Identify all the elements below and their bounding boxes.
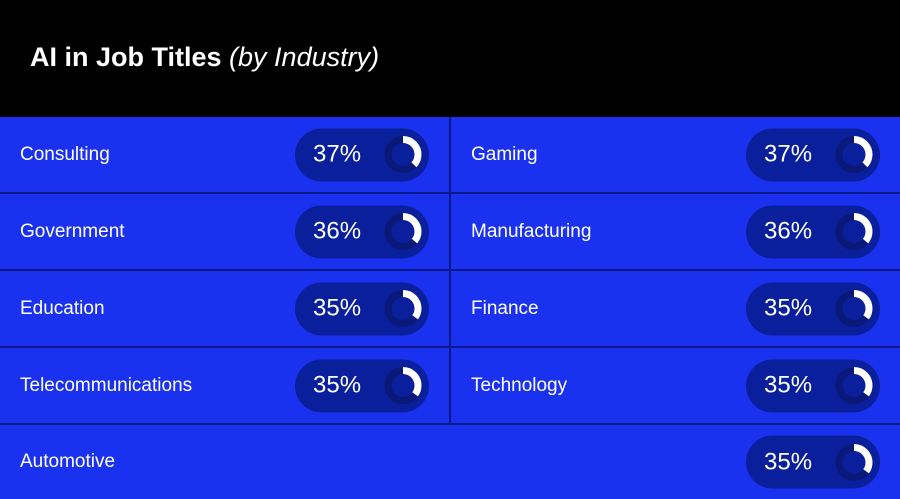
industry-cell: Technology 35% xyxy=(451,348,900,423)
donut-fill xyxy=(835,136,873,173)
percentage-pill: 37% xyxy=(295,128,429,181)
percentage-pill: 36% xyxy=(295,205,429,258)
donut-fill xyxy=(835,213,873,250)
percentage-donut-icon xyxy=(384,367,422,404)
industry-label: Automotive xyxy=(20,451,116,472)
industry-cell: Government 36% xyxy=(0,194,449,269)
donut-fill xyxy=(384,136,422,173)
header-bar: AI in Job Titles (by Industry) xyxy=(0,0,900,117)
percentage-pill: 35% xyxy=(295,359,429,412)
industry-cell: Automotive 35% xyxy=(0,425,900,499)
percentage-donut-icon xyxy=(835,213,873,250)
industry-label: Telecommunications xyxy=(20,374,193,396)
percentage-donut-icon xyxy=(384,136,422,173)
industry-label: Government xyxy=(20,220,125,242)
industry-cell: Telecommunications 35% xyxy=(0,348,449,423)
percentage-pill: 35% xyxy=(746,359,880,412)
donut-fill xyxy=(384,367,422,404)
percentage-donut-icon xyxy=(835,443,873,481)
industry-cell: Education 35% xyxy=(0,271,449,346)
donut-fill xyxy=(835,443,873,481)
donut-fill xyxy=(835,290,873,327)
industry-cell: Manufacturing 36% xyxy=(451,194,900,269)
industry-label: Education xyxy=(20,297,105,319)
percentage-donut-icon xyxy=(384,290,422,327)
percentage-donut-icon xyxy=(835,136,873,173)
percentage-donut-icon xyxy=(835,367,873,404)
percentage-value: 37% xyxy=(764,140,813,168)
donut-fill xyxy=(384,290,422,327)
percentage-pill: 36% xyxy=(746,205,880,258)
percentage-pill: 35% xyxy=(295,282,429,335)
donut-fill xyxy=(384,213,422,250)
percentage-value: 36% xyxy=(313,217,362,245)
percentage-value: 35% xyxy=(313,371,362,399)
industry-cell: Gaming 37% xyxy=(451,117,900,192)
percentage-value: 35% xyxy=(764,294,813,322)
title-main: AI in Job Titles xyxy=(30,42,222,72)
industry-label: Manufacturing xyxy=(471,220,592,242)
title-subtitle: (by Industry) xyxy=(229,42,380,72)
percentage-value: 35% xyxy=(764,448,813,475)
industry-label: Finance xyxy=(471,297,539,319)
percentage-pill: 35% xyxy=(746,282,880,335)
donut-fill xyxy=(835,367,873,404)
industry-label: Technology xyxy=(471,374,568,396)
percentage-donut-icon xyxy=(835,290,873,327)
percentage-value: 35% xyxy=(313,294,362,322)
percentage-pill: 35% xyxy=(746,435,880,489)
percentage-value: 36% xyxy=(764,217,813,245)
industry-label: Consulting xyxy=(20,143,110,165)
industry-label: Gaming xyxy=(471,143,538,165)
industry-cell: Finance 35% xyxy=(451,271,900,346)
percentage-value: 37% xyxy=(313,140,362,168)
percentage-value: 35% xyxy=(764,371,813,399)
percentage-pill: 37% xyxy=(746,128,880,181)
chart-title: AI in Job Titles (by Industry) xyxy=(30,42,379,73)
percentage-donut-icon xyxy=(384,213,422,250)
industry-grid: Consulting 37% Gaming 37% Government 36% Manuf… xyxy=(0,117,900,499)
industry-cell: Consulting 37% xyxy=(0,117,449,192)
